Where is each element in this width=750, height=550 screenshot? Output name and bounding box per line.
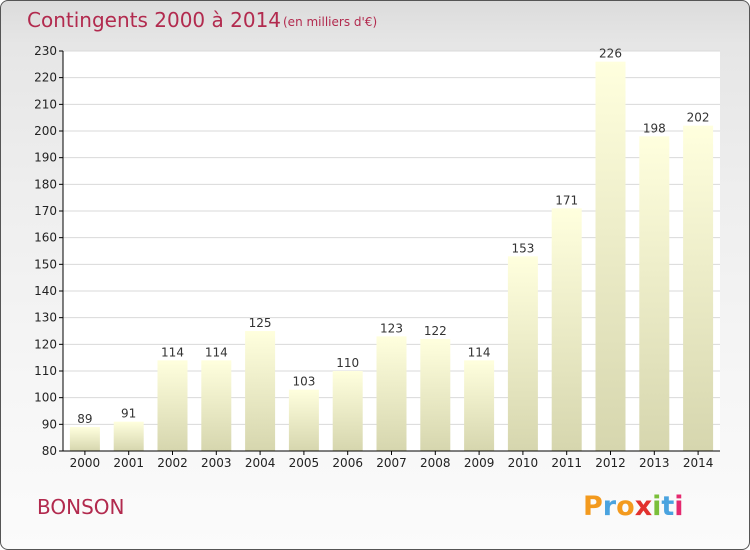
logo-letter: x (634, 491, 653, 522)
x-tick-label: 2002 (157, 456, 188, 470)
bar (69, 427, 100, 451)
data-label: 122 (424, 324, 447, 338)
x-tick-label: 2011 (551, 456, 582, 470)
chart-subtitle: (en milliers d'€) (283, 15, 378, 29)
bar (245, 331, 276, 451)
data-label: 91 (121, 407, 136, 421)
data-label: 198 (643, 121, 666, 135)
bar (288, 389, 319, 451)
proxiti-logo: Proxiti (583, 491, 684, 522)
data-label: 153 (511, 241, 534, 255)
x-tick-label: 2005 (289, 456, 320, 470)
logo-letter: P (583, 491, 603, 522)
data-label: 123 (380, 321, 403, 335)
y-tick-label: 110 (34, 364, 57, 378)
logo-letter: i (674, 491, 684, 522)
bar (595, 61, 626, 452)
data-label: 226 (599, 47, 622, 61)
x-tick-label: 2010 (508, 456, 539, 470)
x-tick-label: 2013 (639, 456, 670, 470)
bar (551, 208, 582, 451)
x-tick-label: 2014 (683, 456, 714, 470)
bar (683, 125, 714, 452)
x-tick-label: 2006 (332, 456, 363, 470)
x-tick-label: 2007 (376, 456, 407, 470)
y-tick-label: 80 (42, 444, 57, 458)
bar (157, 360, 188, 451)
y-tick-label: 150 (34, 257, 57, 271)
x-tick-label: 2003 (201, 456, 232, 470)
bar (639, 136, 670, 452)
logo-letter: o (616, 491, 635, 522)
chart-title: Contingents 2000 à 2014 (27, 8, 282, 32)
data-label: 114 (468, 345, 491, 359)
x-tick-label: 2009 (464, 456, 495, 470)
y-tick-label: 140 (34, 284, 57, 298)
y-tick-label: 100 (34, 391, 57, 405)
x-tick-label: 2012 (595, 456, 626, 470)
bar (507, 256, 538, 451)
y-tick-label: 180 (34, 177, 57, 191)
y-tick-label: 120 (34, 337, 57, 351)
y-tick-label: 130 (34, 311, 57, 325)
data-label: 114 (205, 345, 228, 359)
y-tick-label: 200 (34, 124, 57, 138)
commune-name: BONSON (37, 495, 125, 519)
bar (420, 339, 451, 451)
y-tick-label: 210 (34, 97, 57, 111)
x-tick-label: 2004 (245, 456, 276, 470)
y-tick-label: 220 (34, 71, 57, 85)
data-label: 202 (687, 111, 710, 125)
y-tick-label: 230 (34, 44, 57, 58)
data-label: 110 (336, 356, 359, 370)
logo-letter: t (661, 491, 675, 522)
x-tick-label: 2008 (420, 456, 451, 470)
bar (201, 360, 232, 451)
y-tick-label: 90 (42, 417, 57, 431)
data-label: 114 (161, 345, 184, 359)
bar (376, 336, 407, 451)
bar (464, 360, 495, 451)
y-tick-label: 190 (34, 151, 57, 165)
logo-letter: r (602, 491, 617, 522)
data-label: 89 (77, 412, 92, 426)
data-label: 125 (249, 316, 272, 330)
x-tick-label: 2000 (70, 456, 101, 470)
y-tick-label: 160 (34, 231, 57, 245)
bar (332, 371, 363, 451)
y-tick-label: 170 (34, 204, 57, 218)
bar (113, 421, 144, 451)
logo-letter: i (652, 491, 662, 522)
x-tick-label: 2001 (113, 456, 144, 470)
data-label: 171 (555, 193, 578, 207)
data-label: 103 (292, 375, 315, 389)
